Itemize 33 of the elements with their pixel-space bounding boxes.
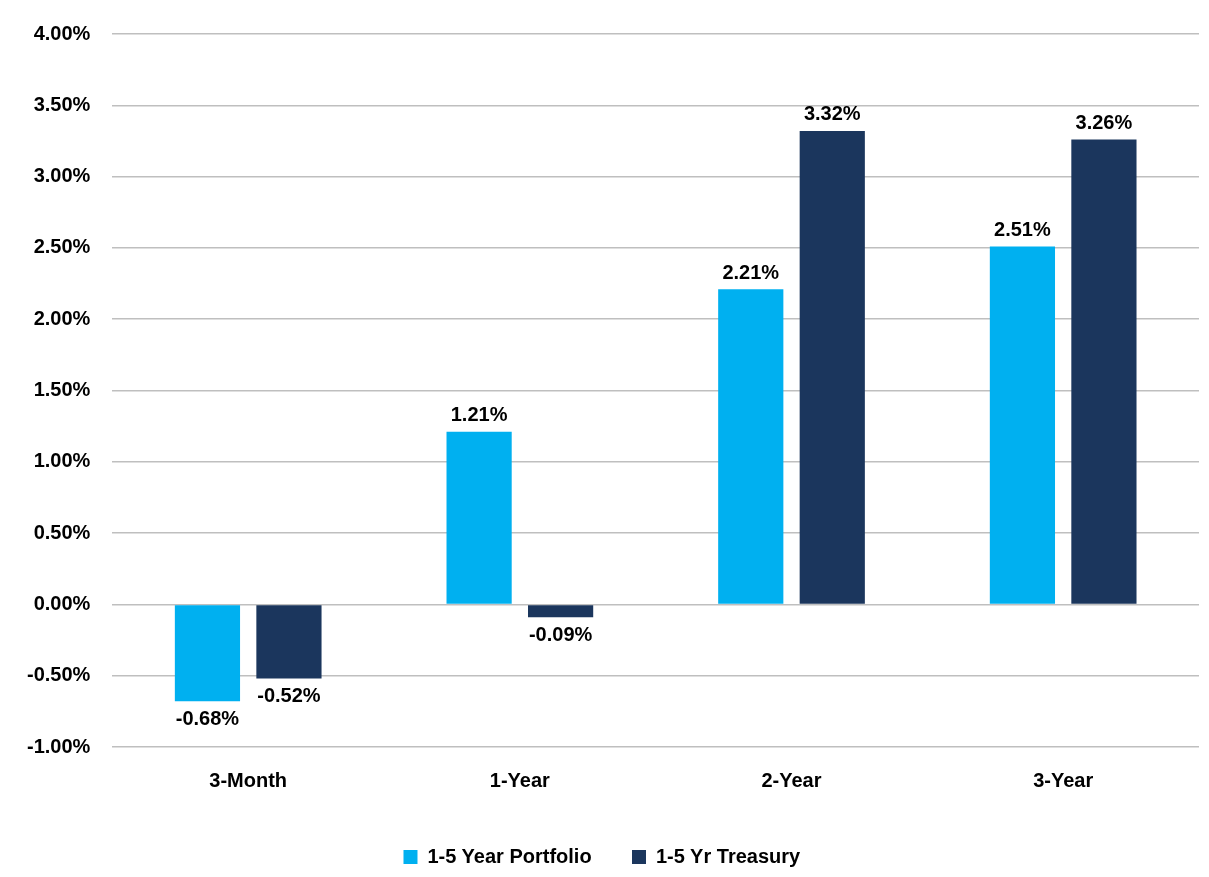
y-tick-label: 1.50%: [33, 378, 91, 401]
data-label: 2.51%: [994, 217, 1051, 240]
x-tick-label: 3-Month: [209, 768, 288, 791]
data-label: 1.21%: [450, 403, 508, 426]
data-label: -0.09%: [528, 622, 593, 645]
legend-label: 1-5 Yr Treasury: [655, 844, 802, 867]
bar: [799, 130, 865, 604]
y-tick-label: -0.50%: [26, 663, 91, 686]
bar: [989, 246, 1056, 604]
legend-label: 1-5 Year Portfolio: [427, 844, 592, 867]
bar: [446, 431, 512, 604]
x-tick-label: 3-Year: [1033, 768, 1094, 791]
y-tick-label: 1.00%: [33, 449, 91, 472]
data-label: 2.21%: [722, 260, 780, 283]
y-tick-label: 0.50%: [33, 520, 91, 543]
x-tick-label: 2-Year: [761, 768, 822, 791]
bar: [528, 605, 594, 618]
bar: [1071, 139, 1137, 604]
data-label: 3.26%: [1075, 111, 1133, 134]
y-tick-label: 2.00%: [33, 306, 91, 329]
x-tick-label: 1-Year: [489, 768, 551, 791]
y-tick-label: -1.00%: [26, 734, 91, 757]
bar: [256, 605, 322, 679]
bar: [174, 605, 241, 702]
y-tick-label: 3.00%: [33, 164, 91, 187]
bar: [718, 289, 784, 604]
data-label: -0.52%: [257, 684, 321, 707]
y-tick-label: 0.00%: [33, 591, 91, 614]
y-tick-label: 2.50%: [33, 235, 91, 258]
y-tick-label: 3.50%: [33, 92, 91, 115]
data-label: -0.68%: [175, 706, 240, 729]
data-label: 3.32%: [803, 102, 861, 125]
y-tick-label: 4.00%: [33, 21, 91, 44]
